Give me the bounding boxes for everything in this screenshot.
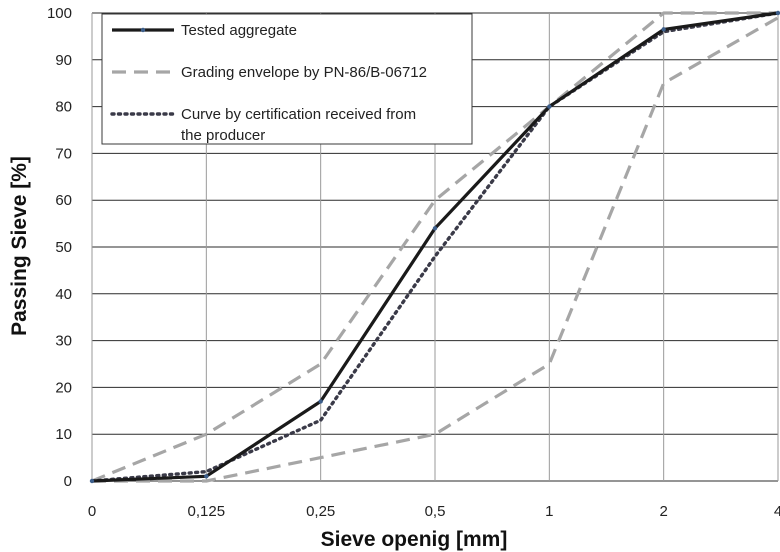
x-tick-labels: 0 0,125 0,25 0,5 1 2 4 bbox=[88, 503, 780, 520]
data-point bbox=[318, 399, 323, 404]
data-point bbox=[547, 104, 552, 109]
legend-label-1: Grading envelope by PN-86/B-06712 bbox=[181, 64, 427, 81]
x-tick-label: 0,5 bbox=[425, 503, 446, 520]
y-tick-labels: 0 10 20 30 40 50 60 70 80 90 100 bbox=[47, 5, 72, 490]
x-tick-label: 0,25 bbox=[306, 503, 335, 520]
y-axis-title: Passing Sieve [%] bbox=[8, 156, 31, 336]
data-point bbox=[204, 474, 209, 479]
legend: Tested aggregate Grading envelope by PN-8… bbox=[101, 13, 473, 145]
legend-marker bbox=[140, 27, 146, 33]
legend-box bbox=[101, 13, 473, 145]
x-tick-label: 2 bbox=[659, 503, 667, 520]
y-tick-label: 20 bbox=[55, 379, 72, 396]
y-tick-label: 40 bbox=[55, 286, 72, 303]
y-tick-label: 80 bbox=[55, 99, 72, 116]
x-tick-label: 0,125 bbox=[188, 503, 226, 520]
series-line-1 bbox=[91, 11, 778, 483]
series-line-2 bbox=[92, 16, 779, 483]
x-tick-label: 0 bbox=[88, 503, 96, 520]
x-tick-label: 1 bbox=[545, 503, 553, 520]
data-point bbox=[432, 226, 438, 231]
y-tick-label: 10 bbox=[55, 426, 72, 443]
y-tick-label: 60 bbox=[55, 192, 72, 209]
y-tick-label: 70 bbox=[55, 145, 72, 162]
x-axis-title: Sieve openig [mm] bbox=[321, 528, 508, 551]
legend-label-0: Tested aggregate bbox=[181, 22, 297, 39]
data-point bbox=[775, 10, 780, 16]
y-tick-label: 90 bbox=[55, 52, 72, 69]
x-tick-label: 4 bbox=[774, 503, 780, 520]
y-tick-label: 30 bbox=[55, 333, 72, 350]
legend-label-2: Curve by certification received from the … bbox=[181, 106, 416, 144]
y-tick-label: 0 bbox=[64, 473, 72, 490]
series-layer bbox=[89, 10, 780, 484]
y-tick-label: 50 bbox=[55, 239, 72, 256]
y-tick-label: 100 bbox=[47, 5, 72, 22]
data-point bbox=[661, 27, 666, 32]
data-point bbox=[89, 478, 95, 484]
